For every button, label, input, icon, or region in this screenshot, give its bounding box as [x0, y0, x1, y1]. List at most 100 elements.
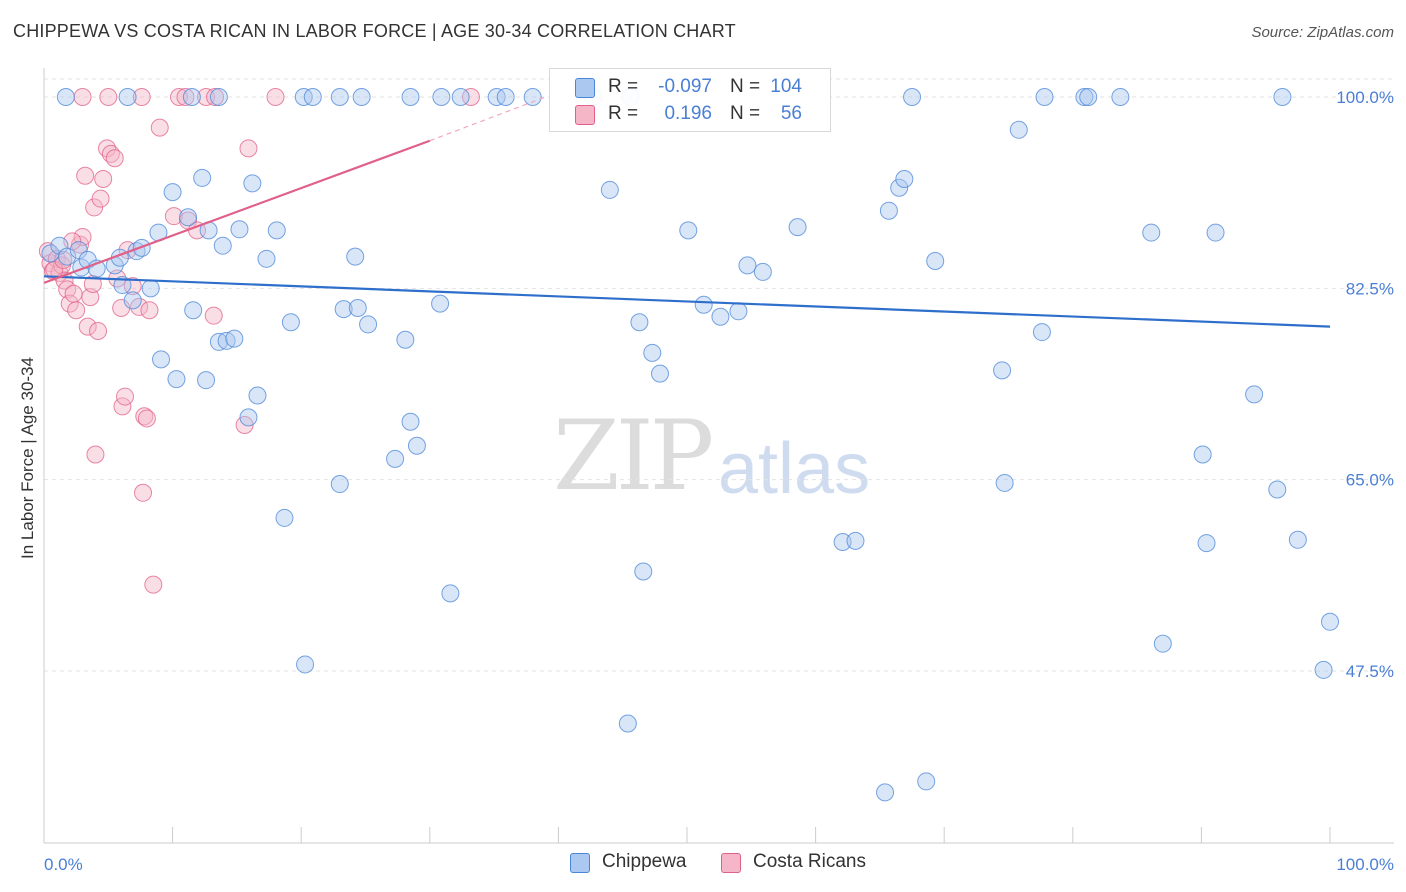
chippewa-point [833, 532, 852, 551]
costa-ricans-point [170, 88, 189, 106]
r-label: R = [608, 76, 639, 97]
chippewa-point [184, 301, 203, 320]
chippewa-point [352, 88, 371, 106]
costa-ricans-point [176, 88, 195, 106]
y-tick-label: 47.5% [1346, 662, 1394, 681]
chippewa-point [243, 174, 262, 193]
chippewa-point [209, 332, 228, 351]
chippewa-point [230, 220, 249, 239]
chippewa-point [618, 714, 637, 733]
chippewa-point [167, 370, 186, 389]
chippewa-point [56, 88, 75, 106]
trend-lines [43, 96, 1331, 328]
chippewa-point [711, 307, 730, 326]
chippewa-point [334, 300, 353, 319]
costa-ricans-point [461, 88, 480, 106]
costa-ricans-point [206, 88, 225, 106]
costa-ricans-point [67, 301, 86, 320]
chippewa-point [630, 313, 649, 332]
chippewa-point [694, 295, 713, 314]
costa-ricans-point [137, 409, 156, 428]
costa-ricans-point [91, 189, 110, 208]
r-label: R = [608, 103, 639, 124]
correlation-legend: R = -0.097 N = 104 R = 0.196 N = 56 [549, 68, 831, 132]
costa-ricans-point [132, 88, 151, 106]
chippewa-point [523, 88, 542, 106]
chippewa-point [118, 88, 137, 106]
chippewa-point [225, 329, 244, 348]
chippewa-point [1273, 88, 1292, 106]
chippewa-point [1197, 534, 1216, 553]
costa-ricans-point [164, 207, 183, 226]
watermark-zip: ZIP [553, 400, 714, 512]
chippewa-point [346, 247, 365, 266]
chippewa-point [209, 88, 228, 106]
chippewa-point [431, 294, 450, 313]
chippewa-point [788, 218, 807, 237]
costa-ricans-point [130, 297, 149, 316]
chippewa-point [650, 364, 669, 383]
chippewa-point [1032, 323, 1051, 342]
costa-ricans-point [134, 483, 153, 502]
watermark-atlas: atlas [718, 429, 871, 509]
legend-row-costa-ricans: R = 0.196 N = 56 [550, 100, 830, 128]
costa-ricans-legend-swatch [721, 853, 741, 873]
chippewa-point [330, 88, 349, 106]
costa-ricans-point [204, 306, 223, 325]
costa-ricans-point [60, 294, 79, 313]
chippewa-point [738, 256, 757, 275]
chippewa-point [1314, 660, 1333, 679]
costa-ricans-point [105, 149, 124, 168]
chippewa-point [895, 170, 914, 188]
chippewa-point [248, 386, 267, 405]
chippewa-point [1142, 223, 1161, 242]
chippewa-point [1193, 445, 1212, 464]
costa-ricans-point [239, 139, 258, 158]
chippewa-point [879, 201, 898, 220]
costa-ricans-point [78, 317, 97, 336]
chippewa-point [846, 531, 865, 550]
chippewa-point [876, 783, 895, 802]
chippewa-point [451, 88, 470, 106]
costa-ricans-point [197, 88, 216, 106]
costa-ricans-point [89, 321, 108, 340]
legend-row-chippewa: R = -0.097 N = 104 [550, 73, 830, 101]
chippewa-point [1206, 223, 1225, 242]
chippewa-point [179, 208, 198, 227]
chippewa-point [600, 180, 619, 199]
chippewa-point [1153, 634, 1172, 653]
chart-title: CHIPPEWA VS COSTA RICAN IN LABOR FORCE |… [13, 21, 736, 41]
chippewa-point [359, 315, 378, 334]
chippewa-point [294, 88, 313, 106]
chippewa-point [487, 88, 506, 106]
n-label: N = [730, 103, 761, 124]
costa-ricans-point [81, 288, 100, 307]
costa-ricans-point [116, 387, 135, 406]
chippewa-point [890, 178, 909, 197]
chippewa-legend-swatch [570, 853, 590, 873]
costa-ricans-legend-label: Costa Ricans [753, 851, 866, 872]
chippewa-point [1075, 88, 1094, 106]
chippewa-point [281, 313, 300, 332]
chippewa-point [267, 221, 286, 240]
chippewa-point [396, 330, 415, 349]
chippewa-point [182, 88, 201, 106]
chippewa-point [407, 436, 426, 455]
chippewa-legend-label: Chippewa [602, 851, 687, 872]
chippewa-point [1111, 88, 1130, 106]
costa-ricans-trend-line [43, 139, 431, 284]
chippewa-point [496, 88, 515, 106]
chippewa-point [303, 88, 322, 106]
chippewa-point [643, 343, 662, 362]
source-credit: Source: ZipAtlas.com [1251, 24, 1394, 41]
costa-ricans-point [76, 166, 95, 185]
n-label: N = [730, 76, 761, 97]
chippewa-point [213, 236, 232, 255]
costa-ricans-point [266, 88, 285, 106]
chippewa-point [753, 262, 772, 281]
chippewa-trend-line [43, 275, 1331, 328]
costa-ricans-point [144, 575, 163, 594]
costa-ricans-point [94, 170, 113, 188]
chippewa-point [401, 412, 420, 431]
grid-lines [44, 78, 1394, 672]
